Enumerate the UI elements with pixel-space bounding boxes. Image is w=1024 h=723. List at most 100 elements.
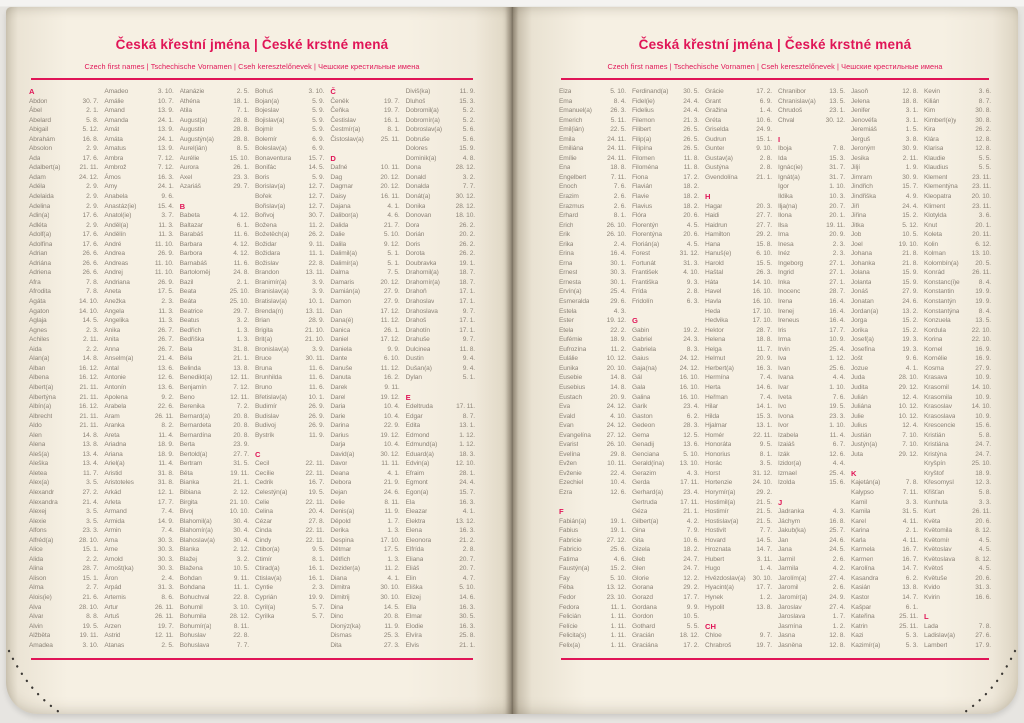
name-entry: Arpád 31. 3. [104,583,173,593]
left-page [6,7,512,714]
given-name: Erazmus [559,202,585,210]
name-entry: Beáta 25. 10. [180,297,249,307]
given-name: Josef(a) [851,336,874,344]
name-day-date: 22. 4. [610,469,626,477]
name-day-date: 14. 6. [459,593,475,601]
name-entry: Garik 23. 4. [632,402,699,412]
name-day-date: 7. 10. [902,441,918,449]
name-day-date: 9. 11. [233,574,249,582]
given-name: Alina [29,565,44,573]
name-entry: Eliana 20. 7. [406,555,475,565]
name-entry: Alida 2. 2. [29,555,98,565]
given-name: Irma [778,336,791,344]
name-entry: Estela 4. 3. [559,307,626,317]
name-entry: Irenej 16. 4. [778,307,845,317]
name-entry: Erazim 2. 6. [559,192,626,202]
name-day-date: 31. 5. [902,508,918,516]
name-entry: Blahomil(a) 30. 4. [180,517,249,527]
name-day-date: 16. 3. [459,622,475,630]
given-name: Blažej [179,555,197,563]
name-entry: Florián(a) 4. 5. [632,240,699,250]
given-name: Egon(a) [405,488,429,496]
name-day-date: 1. 2. [832,622,845,630]
given-name: Job [851,231,862,239]
given-name: Adriena [29,269,51,277]
given-name: Dalma [330,269,349,277]
name-day-date: 16. 3. [459,498,475,506]
given-name: Květomila [924,527,952,535]
name-day-date: 12. 4. [902,393,918,401]
name-day-date: 16. 2. [383,374,400,382]
name-entry: Ctimír 8. 1. [255,555,324,565]
given-name: Dobromil(a) [405,107,439,115]
name-day-date: 19. 7. [157,622,174,630]
name-entry: Drahoslav 17. 1. [406,297,475,307]
given-name: Gordon [632,613,654,621]
given-name: Gerhard(a) [632,488,664,496]
name-entry: Květomila 8. 12. [924,526,991,536]
given-name: Brit(a) [254,336,273,344]
given-name: Alfons [29,527,47,535]
name-day-date: 17. 1. [459,317,475,325]
name-entry: Josef(a) 19. 3. [851,335,918,345]
name-day-date: 18. 7. [459,269,475,277]
name-entry: Cyprián 19. 9. [255,593,324,603]
given-name: Hamilton [705,231,731,239]
given-name: Abrahám [29,135,55,143]
name-day-date: 9. 2. [161,393,174,401]
given-name: Dušan(a) [405,364,432,372]
given-name: Jasmína [778,622,803,630]
name-entry: Karmen 16. 7. [851,555,918,565]
name-entry: Abdon 30. 7. [29,97,98,107]
name-entry: Izmael 25. 4. [778,469,845,479]
name-day-date: 23. 9. [233,441,249,449]
name-column: Grácie 17. 2. Grant 6. 9. Gražina 1. 4. Gréta 1… [705,87,772,653]
given-name: Dluhoš [405,97,426,105]
name-day-date: 4. 1. [387,202,400,210]
given-name: Květa [924,517,941,525]
given-name: Dětmar [330,546,352,554]
given-name: Dezider(a) [330,565,360,573]
section-letter: A [29,87,35,96]
given-name: Gaius [632,355,649,363]
name-day-date: 13. 5. [829,88,845,95]
given-name: Fatima [559,555,579,563]
given-name: Eduard(a) [405,450,434,458]
given-name: Karel [851,517,866,525]
name-entry: Heřman 7. 4. [705,393,772,403]
given-name: Ela [405,498,415,506]
name-day-date: 8. 1. [312,555,325,563]
name-day-date: 1. 7. [387,517,400,525]
name-day-date: 10. 11. [607,460,626,468]
name-day-date: 27. 9. [902,288,918,296]
name-day-date: 17. 6. [82,154,99,162]
name-entry: Dalimír(a) 5. 1. [330,259,399,269]
name-entry: Jarolím(a) 27. 4. [778,574,845,584]
name-day-date: 1. 11. [610,641,626,649]
given-name: Absolon [29,145,52,153]
name-entry: Jenovéfa 3. 1. [851,116,918,126]
name-day-date: 26. 11. [972,269,991,277]
name-day-date: 26. 6. [82,269,99,277]
given-name: Kvirin [924,593,940,601]
given-name: Bronislav(a) [254,345,289,353]
given-name: Baltazar [179,221,203,229]
given-name: Ervín(a) [559,288,582,296]
given-name: Darius [330,431,349,439]
name-entry: Ctibor(a) 9. 5. [255,545,324,555]
name-day-date: 11. 7. [756,345,772,353]
given-name: Fidel(ie) [632,97,655,105]
name-day-date: 26. 1. [383,326,400,334]
name-entry: Horác 3. 5. [705,459,772,469]
name-entry: Genadij 13. 6. [632,440,699,450]
name-day-date: 15. 7. [459,488,475,496]
name-day-date: 4. 1. [387,469,400,477]
name-entry: Gracián 18. 12. [632,631,699,641]
name-entry: Jiřina 15. 2. [851,211,918,221]
given-name: Cyrilka [254,613,275,621]
name-entry: Agnes 2. 3. [29,326,98,336]
name-day-date: 11. 6. [309,374,325,382]
name-day-date: 7. 12. [157,164,174,172]
given-name: Beno [179,393,195,401]
name-column: Diviš(ka) 11. 9. Dluhoš 15. 3. Dobromil(a) 5.… [406,87,475,653]
